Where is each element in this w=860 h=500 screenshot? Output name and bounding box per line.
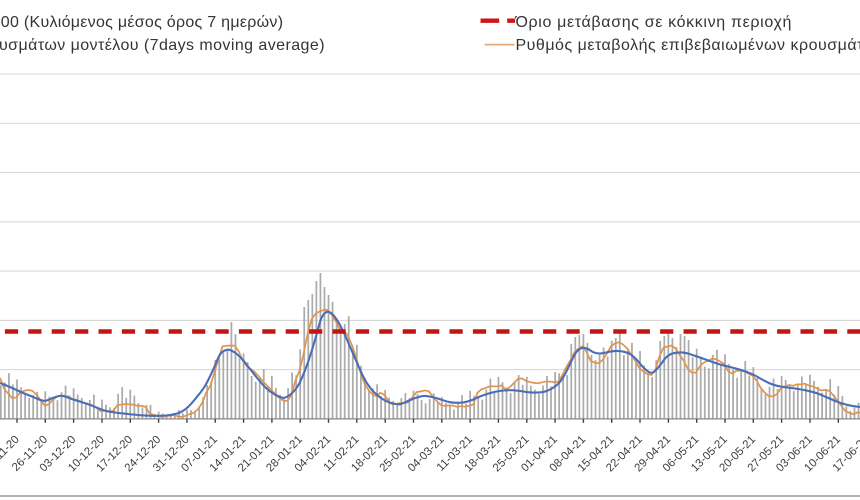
svg-text:Όριο μετάβασης σε κόκκινη περι: Όριο μετάβασης σε κόκκινη περιοχή xyxy=(515,14,793,31)
svg-text:Ρυθμός μεταβολής επιβεβαιωμένω: Ρυθμός μεταβολής επιβεβαιωμένων κρουσμάτ… xyxy=(516,37,860,54)
svg-text:υσμάτων μοντέλου (7days moving: υσμάτων μοντέλου (7days moving average) xyxy=(0,37,325,54)
svg-text:00 (Κυλιόμενος μέσος όρος 7 ημ: 00 (Κυλιόμενος μέσος όρος 7 ημερών) xyxy=(1,14,284,31)
